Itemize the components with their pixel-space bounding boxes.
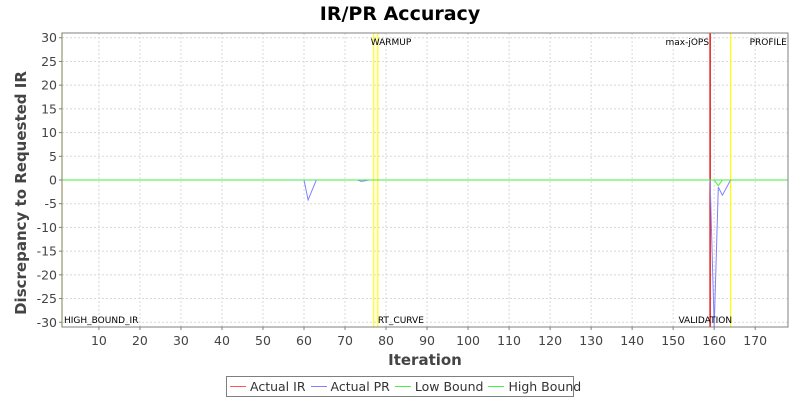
x-tick-label: 40 bbox=[214, 333, 230, 348]
x-tick-label: 70 bbox=[337, 333, 353, 348]
y-tick-label: 20 bbox=[41, 78, 57, 93]
legend-item: Actual IR bbox=[230, 379, 306, 394]
x-tick-label: 170 bbox=[743, 333, 767, 348]
x-tick-label: 90 bbox=[419, 333, 435, 348]
y-tick-label: 5 bbox=[49, 149, 57, 164]
x-tick-label: 20 bbox=[132, 333, 148, 348]
marker-label: HIGH_BOUND_IR bbox=[64, 316, 138, 326]
legend-swatch bbox=[488, 386, 505, 387]
marker-label: max-jOPS bbox=[665, 38, 709, 48]
y-tick-label: 10 bbox=[41, 125, 57, 140]
y-tick-label: -10 bbox=[37, 220, 57, 235]
x-tick-label: 50 bbox=[255, 333, 271, 348]
y-tick-label: -30 bbox=[37, 315, 57, 330]
legend-swatch bbox=[230, 386, 246, 387]
y-tick-label: 25 bbox=[41, 54, 57, 69]
x-tick-label: 150 bbox=[661, 333, 685, 348]
legend-item: Low Bound bbox=[394, 379, 484, 394]
x-tick-label: 130 bbox=[579, 333, 603, 348]
y-axis-label: Discrepancy to Requested IR bbox=[12, 71, 30, 315]
x-tick-label: 160 bbox=[702, 333, 726, 348]
x-axis-label: Iteration bbox=[388, 351, 462, 369]
y-tick-label: -15 bbox=[37, 244, 57, 259]
chart-title: IR/PR Accuracy bbox=[320, 3, 481, 25]
plot-area: WARMUP RT_CURVE max-jOPS VALIDATION PROFILE H… bbox=[37, 30, 789, 348]
legend-item: Actual PR bbox=[310, 379, 390, 394]
legend-label: Low Bound bbox=[414, 379, 484, 394]
x-tick-label: 140 bbox=[620, 333, 644, 348]
y-tick-label: -5 bbox=[45, 196, 57, 211]
x-tick-label: 80 bbox=[378, 333, 394, 348]
marker-label: WARMUP bbox=[371, 38, 412, 48]
x-tick-label: 10 bbox=[91, 333, 107, 348]
legend: Actual IR Actual PR Low Bound High Bound bbox=[226, 376, 581, 397]
marker-label: RT_CURVE bbox=[378, 316, 424, 326]
legend-swatch bbox=[310, 386, 327, 387]
legend-label: Actual PR bbox=[330, 379, 390, 394]
y-tick-label: 30 bbox=[41, 30, 57, 45]
x-tick-label: 120 bbox=[538, 333, 562, 348]
marker-label: VALIDATION bbox=[678, 316, 732, 326]
legend-swatch bbox=[394, 386, 411, 387]
legend-label: High Bound bbox=[508, 379, 582, 394]
y-tick-label: 15 bbox=[41, 101, 57, 116]
y-tick-label: 0 bbox=[49, 173, 57, 188]
x-tick-label: 110 bbox=[497, 333, 521, 348]
legend-label: Actual IR bbox=[250, 379, 306, 394]
legend-item: High Bound bbox=[488, 379, 581, 394]
x-tick-label: 100 bbox=[456, 333, 480, 348]
x-tick-label: 30 bbox=[173, 333, 189, 348]
y-tick-label: -20 bbox=[37, 267, 57, 282]
x-tick-label: 60 bbox=[296, 333, 312, 348]
y-tick-label: -25 bbox=[37, 291, 57, 306]
marker-label: PROFILE bbox=[750, 38, 788, 48]
